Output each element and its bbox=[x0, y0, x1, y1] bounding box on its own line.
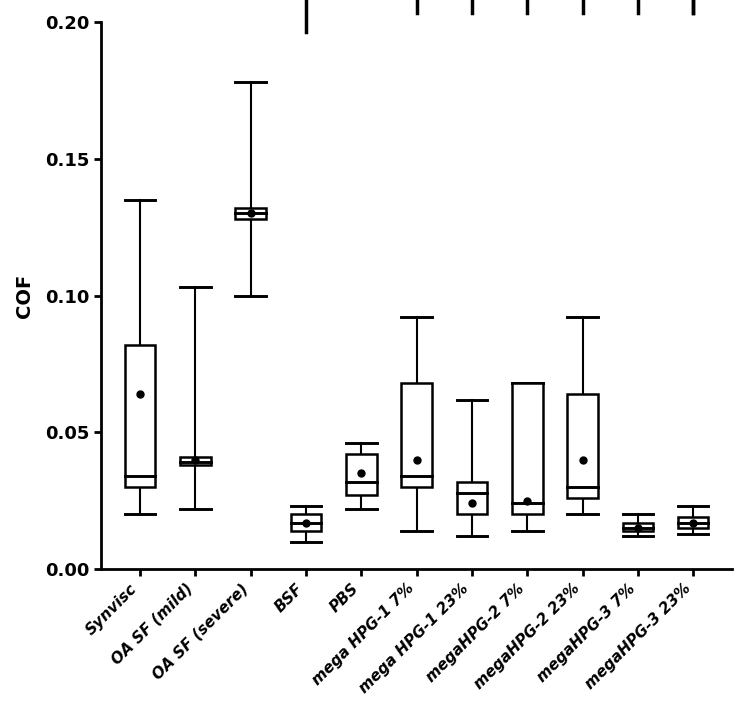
Bar bbox=[456, 481, 487, 514]
Bar bbox=[235, 208, 266, 219]
Bar bbox=[291, 514, 321, 531]
Bar bbox=[512, 383, 542, 514]
Bar bbox=[678, 517, 708, 528]
Bar bbox=[346, 454, 376, 496]
Bar bbox=[401, 383, 432, 487]
Bar bbox=[568, 394, 598, 498]
Bar bbox=[623, 523, 653, 531]
Y-axis label: COF: COF bbox=[15, 274, 34, 318]
Bar bbox=[125, 345, 155, 487]
Bar bbox=[180, 457, 211, 465]
